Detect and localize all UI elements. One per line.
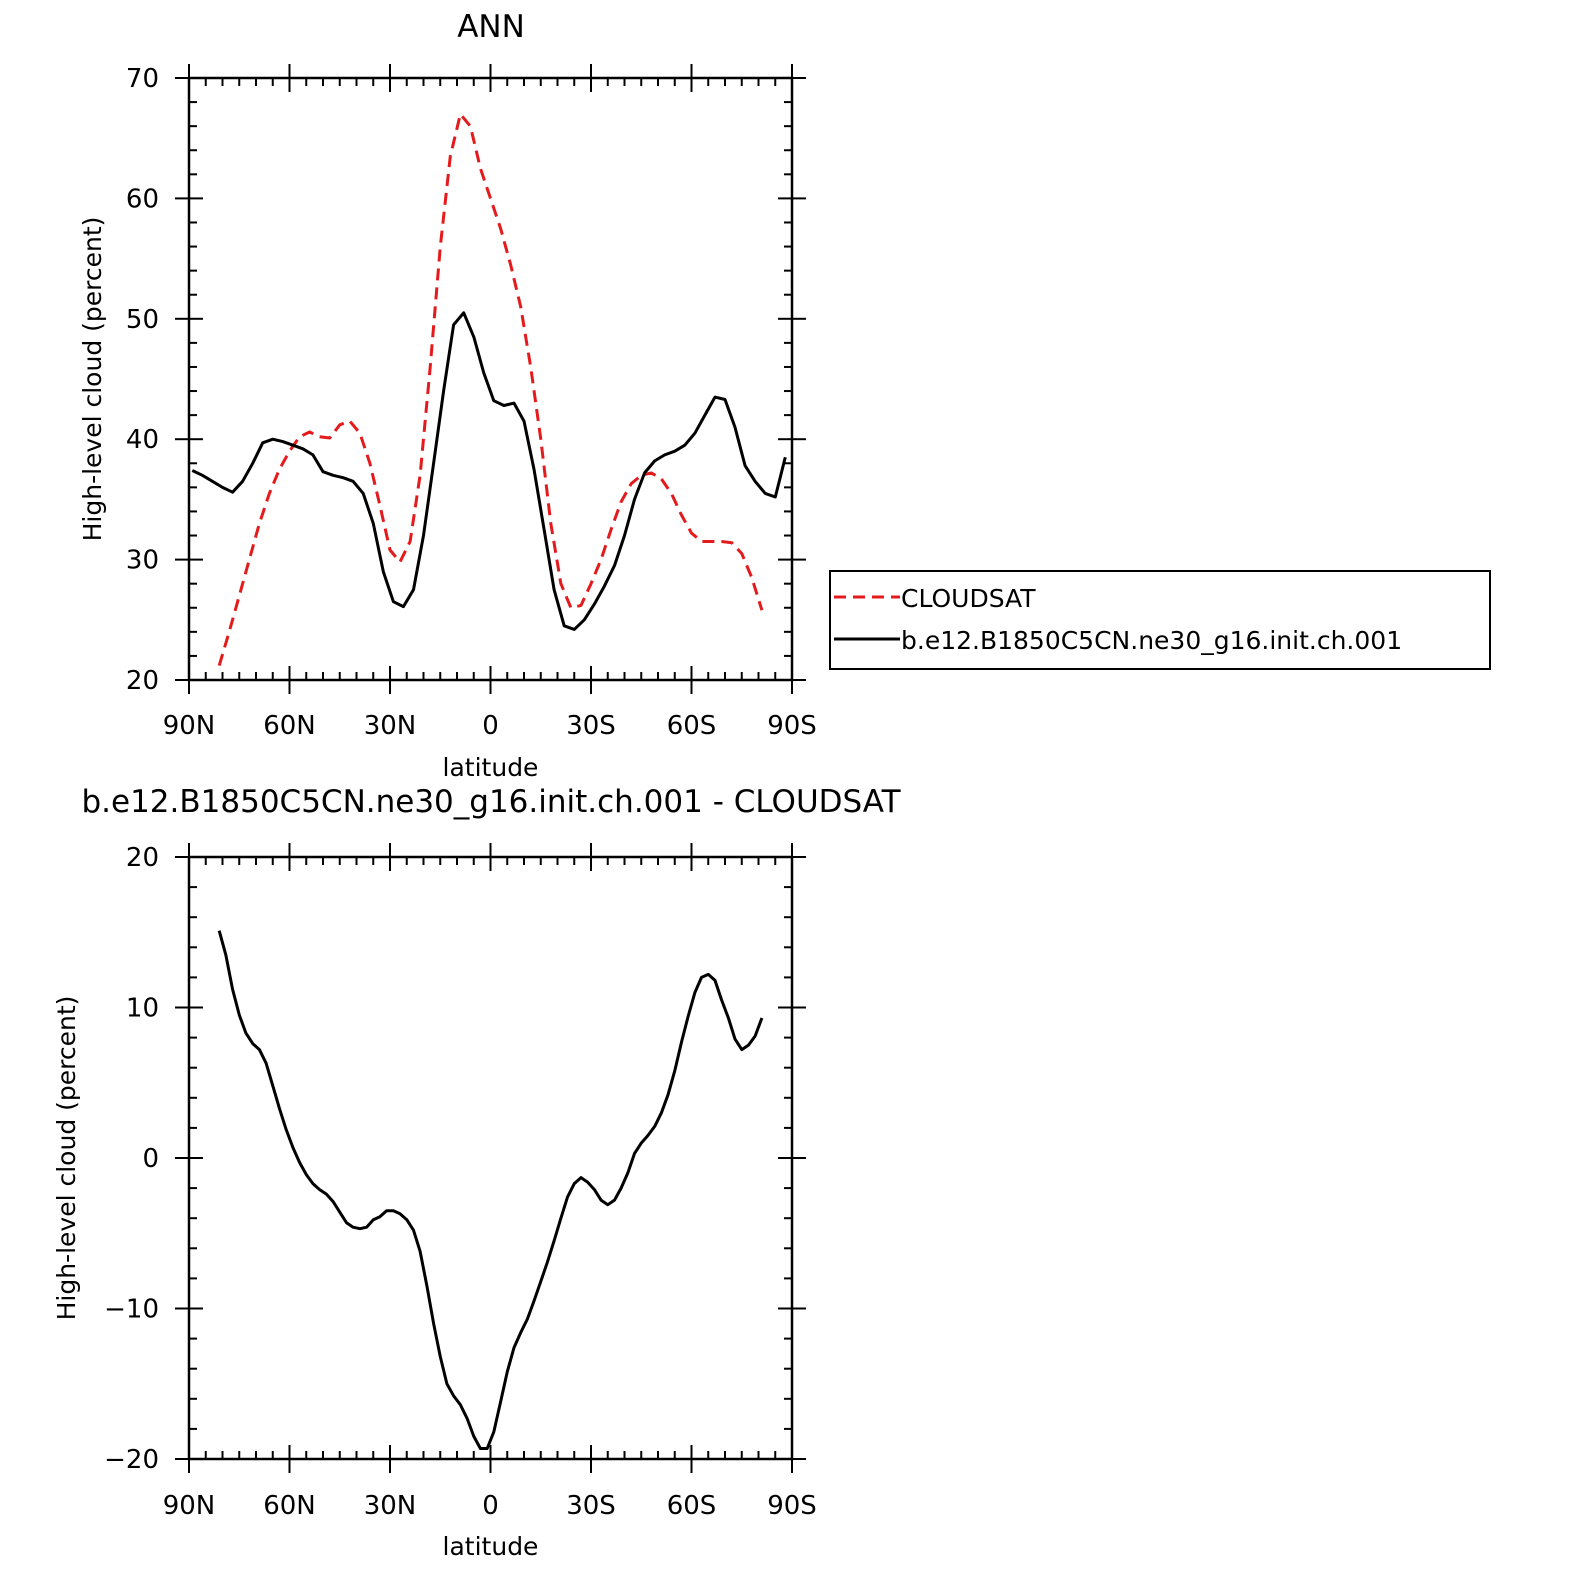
y-tick-label: 20 (126, 843, 159, 873)
y-tick-label: 40 (126, 425, 159, 455)
x-axis-label: latitude (443, 1532, 539, 1561)
y-tick-label: 10 (126, 994, 159, 1024)
x-tick-label: 0 (482, 1491, 499, 1521)
legend-box (829, 570, 1491, 670)
y-tick-label: 20 (126, 666, 159, 696)
y-tick-label: 0 (142, 1144, 159, 1174)
legend-label-1: b.e12.B1850C5CN.ne30_g16.init.ch.001 (901, 626, 1402, 655)
x-tick-label: 30N (364, 711, 417, 741)
chart-title: b.e12.B1850C5CN.ne30_g16.init.ch.001 - C… (81, 784, 901, 820)
x-tick-label: 90N (163, 1491, 216, 1521)
legend: CLOUDSAT b.e12.B1850C5CN.ne30_g16.init.ch… (829, 570, 1491, 670)
x-axis-label: latitude (443, 753, 539, 782)
series-line-0 (217, 112, 764, 667)
x-tick-label: 30N (364, 1491, 417, 1521)
y-axis-label: High-level cloud (percent) (78, 217, 107, 542)
y-axis-label: High-level cloud (percent) (52, 996, 81, 1321)
y-tick-label: −20 (104, 1445, 159, 1475)
x-tick-label: 30S (566, 711, 616, 741)
series-line-0 (217, 930, 764, 1450)
x-tick-label: 60S (667, 1491, 717, 1521)
y-tick-label: 30 (126, 546, 159, 576)
plot-frame (187, 76, 794, 682)
legend-label-0: CLOUDSAT (901, 584, 1036, 613)
x-tick-label: 90N (163, 711, 216, 741)
y-tick-label: 50 (126, 305, 159, 335)
x-tick-label: 60N (263, 711, 316, 741)
y-tick-label: 70 (126, 64, 159, 94)
panel-difference: b.e12.B1850C5CN.ne30_g16.init.ch.001 - C… (52, 784, 902, 1561)
x-tick-label: 30S (566, 1491, 616, 1521)
y-tick-label: −10 (104, 1295, 159, 1325)
series-line-1 (191, 311, 787, 631)
chart-title: ANN (457, 9, 525, 45)
x-tick-label: 60S (667, 711, 717, 741)
plot-frame (187, 855, 794, 1461)
y-tick-label: 60 (126, 184, 159, 214)
panel-annual-zonal-mean: ANN 90N 60N 30N 0 30S 60S 90S 20 30 40 50 60 70 latitu… (78, 9, 1491, 782)
x-tick-label: 90S (767, 711, 817, 741)
x-tick-label: 0 (482, 711, 499, 741)
x-tick-label: 90S (767, 1491, 817, 1521)
x-tick-label: 60N (263, 1491, 316, 1521)
